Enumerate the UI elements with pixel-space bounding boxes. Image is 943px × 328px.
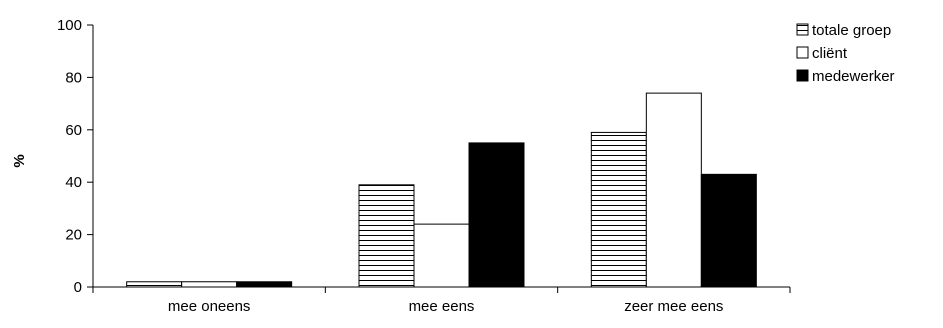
legend: totale groep cliënt medewerker [796,22,895,85]
y-tick-label: 60 [65,122,82,139]
y-axis-label: % [11,154,28,167]
x-category-label: zeer mee eens [624,298,723,315]
y-tick-label: 0 [74,279,82,296]
bar-client [181,281,238,288]
bar-totale-groep [590,131,647,288]
bar-medewerker [236,281,293,288]
legend-label: totale groep [812,22,891,39]
bar-client [645,92,702,288]
y-tick-label: 40 [65,174,82,191]
bar-totale-groep [358,184,415,288]
bar-medewerker [468,142,525,288]
plot-area: 0 20 40 60 80 100 mee oneens mee eens zeer mee e… [57,17,791,315]
legend-swatch [796,46,809,59]
legend-label: cliënt [812,45,848,62]
bar-totale-groep [126,281,183,288]
legend-swatch [796,69,809,82]
y-tick-label: 80 [65,69,82,86]
bar-medewerker [700,173,757,288]
legend-label: medewerker [812,68,895,85]
x-category-label: mee oneens [168,298,251,315]
y-tick-label: 100 [57,17,82,34]
bar-client [413,223,470,288]
legend-swatch [796,23,809,36]
x-category-label: mee eens [409,298,475,315]
y-tick-label: 20 [65,227,82,244]
